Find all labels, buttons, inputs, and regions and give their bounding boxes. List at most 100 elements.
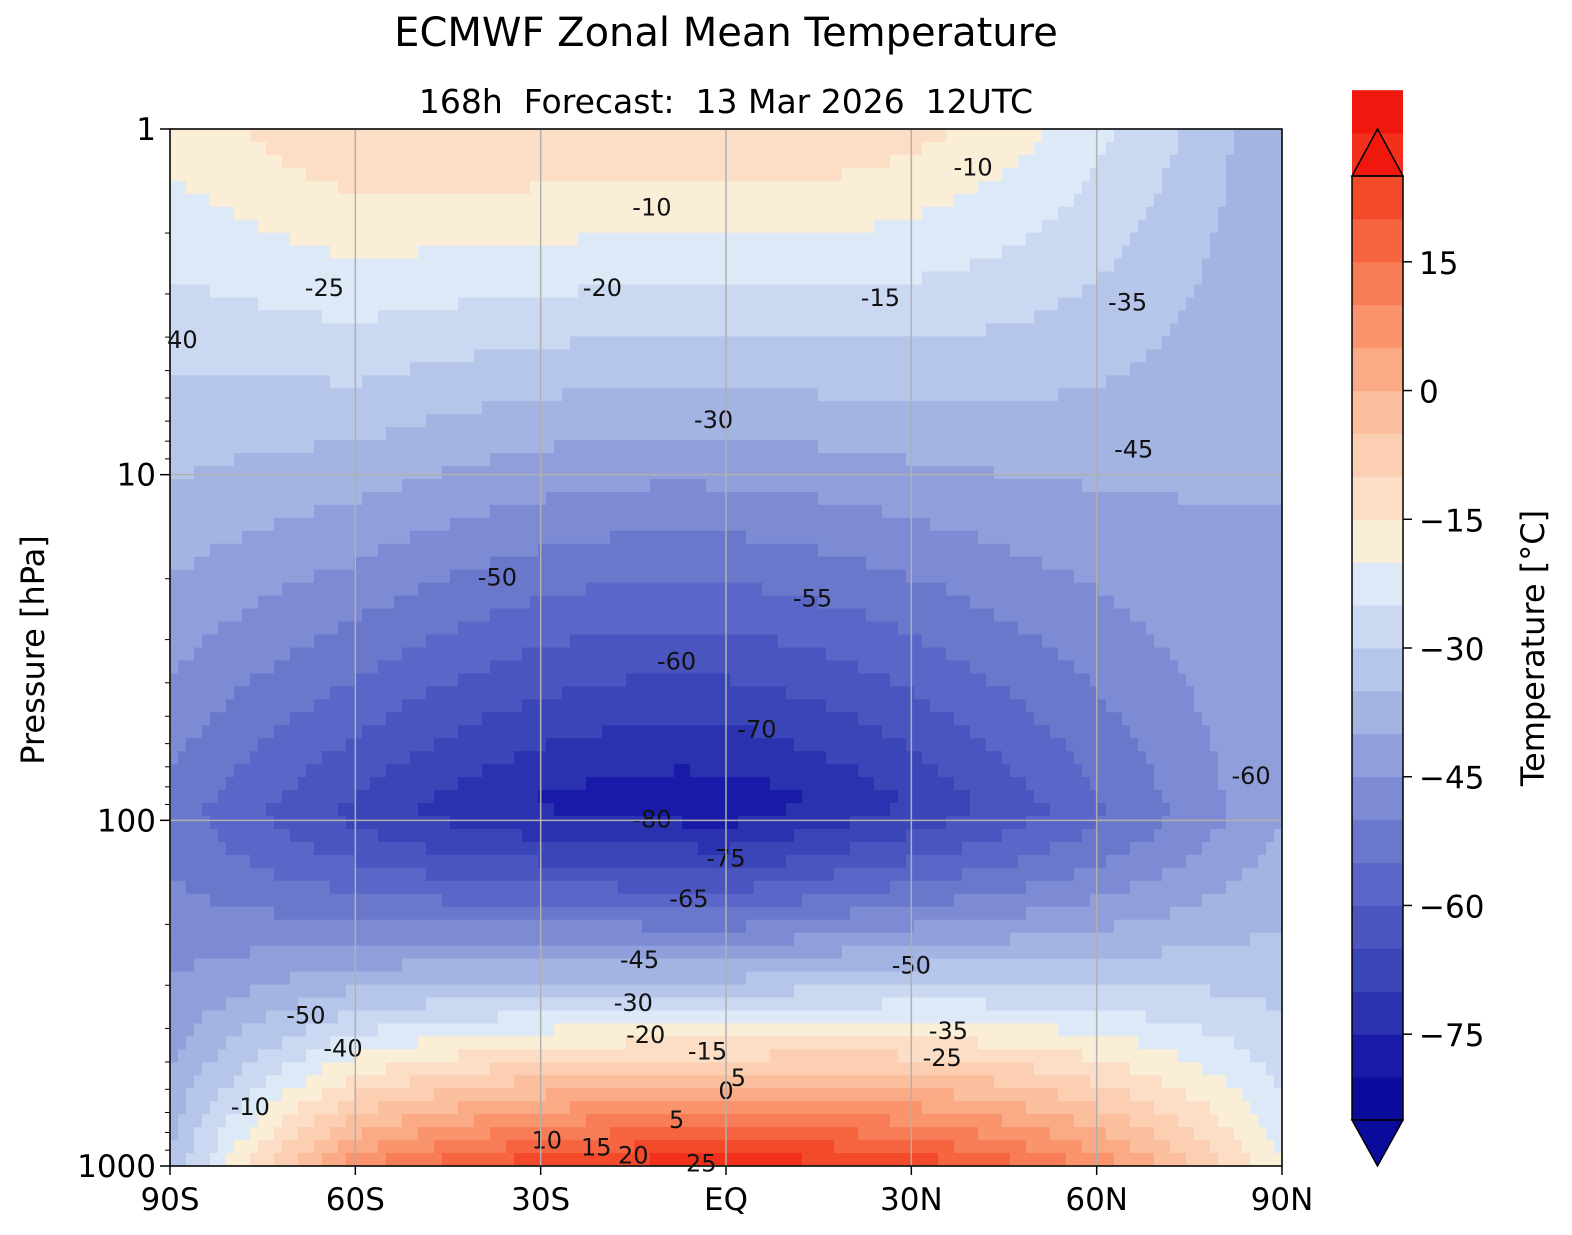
contour-fill-cell bbox=[914, 336, 923, 350]
contour-fill-cell bbox=[546, 258, 555, 273]
contour-fill-cell bbox=[1202, 297, 1211, 312]
contour-fill-cell bbox=[490, 245, 499, 260]
contour-fill-cell bbox=[1074, 556, 1083, 571]
contour-fill-cell bbox=[994, 582, 1003, 597]
contour-fill-cell bbox=[882, 504, 891, 519]
contour-fill-cell bbox=[602, 504, 611, 519]
contour-fill-cell bbox=[234, 180, 243, 195]
contour-fill-cell bbox=[834, 180, 843, 195]
contour-fill-cell bbox=[354, 180, 363, 195]
contour-fill-cell bbox=[602, 206, 611, 221]
contour-fill-cell bbox=[810, 517, 819, 532]
contour-fill-cell bbox=[482, 167, 491, 182]
contour-fill-cell bbox=[874, 517, 883, 532]
contour-fill-cell bbox=[1018, 193, 1027, 208]
contour-fill-cell bbox=[370, 245, 379, 260]
contour-fill-cell bbox=[618, 232, 627, 247]
contour-fill-cell bbox=[226, 323, 235, 337]
contour-fill-cell bbox=[410, 569, 419, 584]
contour-fill-cell bbox=[234, 530, 243, 545]
contour-fill-cell bbox=[1106, 427, 1115, 441]
contour-fill-cell bbox=[490, 543, 499, 558]
contour-fill-cell bbox=[1226, 569, 1235, 584]
contour-fill-cell bbox=[514, 478, 523, 493]
contour-fill-cell bbox=[618, 258, 627, 273]
contour-fill-cell bbox=[746, 375, 755, 389]
contour-fill-cell bbox=[746, 466, 755, 480]
contour-fill-cell bbox=[298, 271, 307, 286]
contour-fill-cell bbox=[1146, 466, 1155, 480]
contour-fill-cell bbox=[554, 323, 563, 337]
contour-fill-cell bbox=[250, 297, 259, 312]
contour-fill-cell bbox=[1106, 530, 1115, 545]
contour-fill-cell bbox=[866, 245, 875, 260]
contour-fill-cell bbox=[754, 129, 763, 143]
contour-fill-cell bbox=[202, 129, 211, 143]
contour-fill-cell bbox=[626, 401, 635, 415]
contour-fill-cell bbox=[634, 491, 643, 506]
contour-fill-cell bbox=[1170, 167, 1179, 182]
contour-fill-cell bbox=[370, 362, 379, 376]
contour-fill-cell bbox=[490, 129, 499, 143]
contour-fill-cell bbox=[298, 414, 307, 428]
contour-fill-cell bbox=[1202, 543, 1211, 558]
contour-fill-cell bbox=[746, 362, 755, 376]
contour-fill-cell bbox=[866, 582, 875, 597]
contour-fill-cell bbox=[778, 297, 787, 312]
contour-fill-cell bbox=[738, 401, 747, 415]
contour-fill-cell bbox=[946, 232, 955, 247]
contour-fill-cell bbox=[322, 582, 331, 597]
contour-fill-cell bbox=[866, 154, 875, 169]
contour-fill-cell bbox=[362, 388, 371, 402]
contour-fill-cell bbox=[738, 271, 747, 286]
contour-fill-cell bbox=[1066, 362, 1075, 376]
contour-fill-cell bbox=[714, 245, 723, 260]
contour-fill-cell bbox=[226, 129, 235, 143]
contour-fill-cell bbox=[1122, 245, 1131, 260]
contour-fill-cell bbox=[370, 388, 379, 402]
contour-fill-cell bbox=[1098, 440, 1107, 454]
contour-fill-cell bbox=[1154, 154, 1163, 169]
contour-fill-cell bbox=[258, 388, 267, 402]
contour-fill-cell bbox=[658, 349, 667, 363]
contour-fill-cell bbox=[938, 478, 947, 493]
contour-fill-cell bbox=[1010, 556, 1019, 571]
contour-fill-cell bbox=[506, 556, 515, 571]
contour-fill-cell bbox=[1122, 310, 1131, 325]
contour-fill-cell bbox=[1114, 478, 1123, 493]
contour-fill-cell bbox=[354, 440, 363, 454]
contour-fill-cell bbox=[890, 478, 899, 493]
contour-fill-cell bbox=[642, 154, 651, 169]
contour-fill-cell bbox=[1130, 284, 1139, 299]
contour-fill-cell bbox=[1082, 206, 1091, 221]
contour-fill-cell bbox=[354, 491, 363, 506]
contour-fill-cell bbox=[890, 440, 899, 454]
contour-fill-cell bbox=[994, 375, 1003, 389]
contour-fill-cell bbox=[562, 336, 571, 350]
contour-fill-cell bbox=[762, 284, 771, 299]
contour-fill-cell bbox=[578, 491, 587, 506]
contour-fill-cell bbox=[442, 245, 451, 260]
contour-fill-cell bbox=[554, 466, 563, 480]
contour-fill-cell bbox=[482, 517, 491, 532]
contour-fill-cell bbox=[794, 154, 803, 169]
contour-fill-cell bbox=[1034, 582, 1043, 597]
contour-fill-cell bbox=[970, 466, 979, 480]
contour-fill-cell bbox=[1018, 414, 1027, 428]
contour-fill-cell bbox=[810, 180, 819, 195]
contour-fill-cell bbox=[746, 440, 755, 454]
contour-fill-cell bbox=[610, 491, 619, 506]
contour-fill-cell bbox=[490, 284, 499, 299]
contour-fill-cell bbox=[306, 375, 315, 389]
contour-fill-cell bbox=[386, 232, 395, 247]
contour-fill-cell bbox=[642, 453, 651, 467]
contour-fill-cell bbox=[322, 219, 331, 234]
contour-fill-cell bbox=[986, 427, 995, 441]
contour-fill-cell bbox=[1130, 180, 1139, 195]
contour-fill-cell bbox=[1066, 271, 1075, 286]
contour-fill-cell bbox=[794, 232, 803, 247]
contour-fill-cell bbox=[530, 453, 539, 467]
contour-fill-cell bbox=[842, 388, 851, 402]
contour-fill-cell bbox=[258, 517, 267, 532]
contour-fill-cell bbox=[458, 478, 467, 493]
